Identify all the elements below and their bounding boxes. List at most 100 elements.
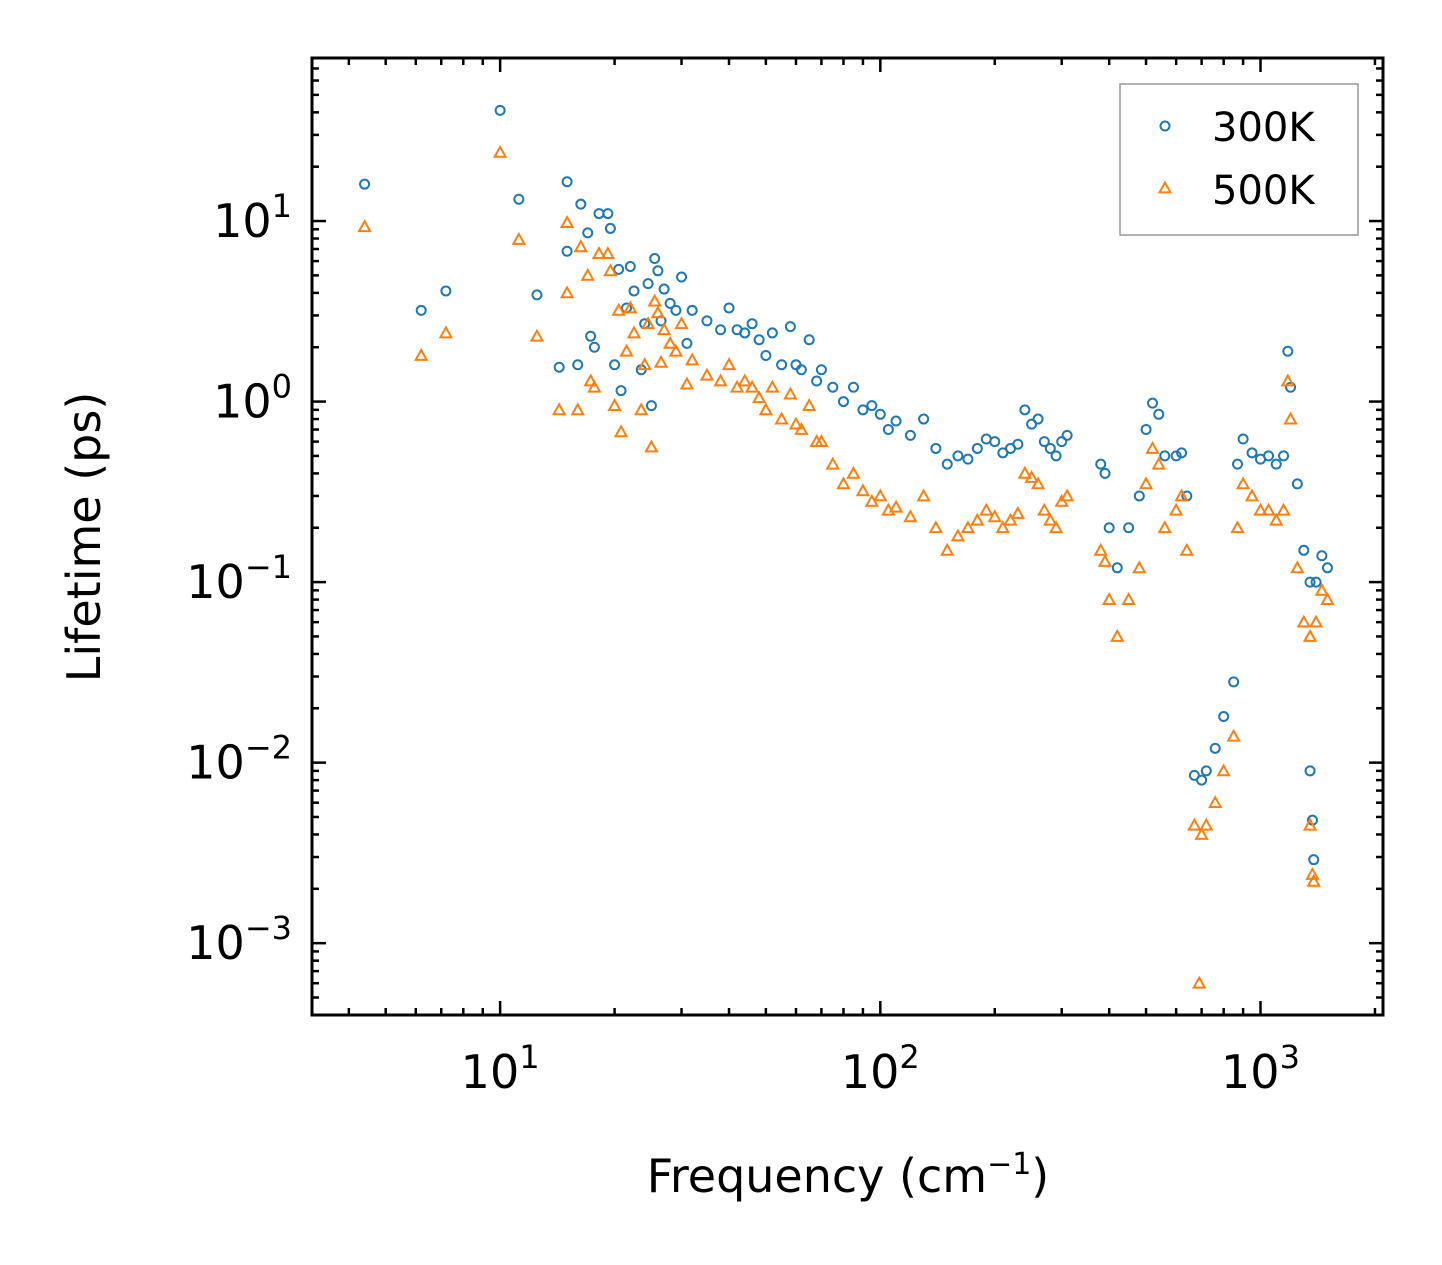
point-300k-34 [681,337,693,349]
point-300k-75 [1038,436,1050,448]
point-500k-41 [744,379,760,393]
point-300k-31 [664,297,676,309]
point-300k-85 [1133,490,1145,502]
point-300k-27 [649,253,661,265]
point-500k-43 [758,402,774,416]
point-500k-93 [1230,520,1245,534]
point-300k-74 [1032,413,1044,425]
point-500k-116 [1306,873,1321,887]
point-500k-36 [699,367,715,381]
point-500k-31 [662,335,678,349]
point-500k-38 [721,357,737,371]
point-300k-87 [1147,397,1159,409]
point-500k-112 [1216,763,1231,777]
point-300k-79 [1061,429,1073,441]
point-300k-112 [1218,711,1230,723]
legend-box [1119,83,1359,236]
point-500k-20 [619,343,634,357]
point-500k-100 [1280,373,1296,387]
point-300k-3 [494,104,506,116]
point-300k-81 [1099,467,1111,479]
point-500k-35 [684,352,700,366]
point-300k-63 [941,458,953,470]
point-500k-26 [644,439,659,453]
point-500k-34 [679,376,695,390]
point-500k-86 [1138,476,1154,490]
point-300k-6 [553,361,565,373]
point-300k-1 [415,304,427,316]
legend-marker-500k [1157,180,1173,194]
point-300k-12 [585,330,597,342]
point-500k-7 [559,215,575,229]
point-500k-60 [903,509,918,523]
point-300k-106 [1316,550,1328,562]
point-500k-72 [1017,465,1033,479]
point-500k-63 [940,542,955,556]
point-500k-55 [855,483,871,497]
point-500k-75 [1037,502,1052,516]
point-300k-58 [882,424,894,436]
point-500k-66 [970,512,985,526]
legend-label-500k: 500K [1212,168,1316,214]
point-300k-86 [1140,424,1152,436]
point-500k-18 [611,302,626,316]
legend-label-300k: 300K [1212,105,1316,151]
point-300k-94 [1237,433,1249,445]
point-500k-105 [1308,614,1324,628]
point-300k-14 [593,208,605,220]
point-300k-51 [815,364,827,376]
point-300k-111 [1209,742,1221,754]
point-500k-83 [1110,628,1125,642]
point-500k-81 [1097,553,1113,567]
point-300k-110 [1200,765,1212,777]
point-500k-68 [987,509,1002,523]
point-500k-53 [836,476,851,490]
legend: 300K 500K [1119,83,1359,236]
point-300k-95 [1246,447,1258,459]
point-300k-102 [1291,478,1303,490]
point-500k-64 [950,528,966,542]
point-300k-9 [572,359,584,371]
point-500k-114 [1302,817,1318,831]
x-axis-title: Frequency (cm−1) [647,1147,1050,1203]
point-500k-74 [1030,476,1046,490]
point-500k-97 [1261,502,1276,516]
x-tick-label: 103 [1221,1038,1300,1099]
point-500k-8 [559,285,575,299]
point-500k-51 [814,434,829,448]
point-300k-84 [1123,522,1135,534]
x-tick-label: 101 [461,1038,540,1099]
y-tick-label: 10−1 [186,548,292,609]
point-300k-4 [513,193,525,205]
point-300k-33 [676,271,688,283]
point-300k-35 [686,304,698,316]
point-300k-105 [1310,576,1322,588]
point-500k-85 [1132,560,1147,574]
point-500k-17 [607,398,622,411]
point-300k-56 [866,400,878,412]
point-500k-52 [825,456,841,470]
point-300k-52 [827,381,839,393]
point-300k-2 [440,285,452,297]
point-500k-39 [729,379,745,393]
point-500k-71 [1010,505,1026,519]
point-500k-67 [979,502,994,516]
point-500k-106 [1314,582,1330,596]
point-300k-0 [359,178,371,190]
point-500k-22 [626,325,642,339]
point-300k-77 [1050,450,1062,462]
point-500k-57 [873,488,888,502]
point-300k-53 [837,396,849,408]
point-500k-89 [1157,520,1172,534]
point-300k-50 [811,375,823,387]
point-500k-94 [1235,476,1251,490]
point-300k-68 [989,436,1001,448]
point-500k-32 [668,343,684,357]
tick-labels: 101 102 103 101 100 10−1 10−2 10−3 [186,187,1300,1099]
point-300k-18 [613,263,625,275]
point-300k-44 [766,327,778,339]
point-300k-65 [962,453,974,465]
point-500k-27 [647,293,662,307]
point-300k-19 [615,385,627,397]
point-500k-104 [1302,628,1318,642]
